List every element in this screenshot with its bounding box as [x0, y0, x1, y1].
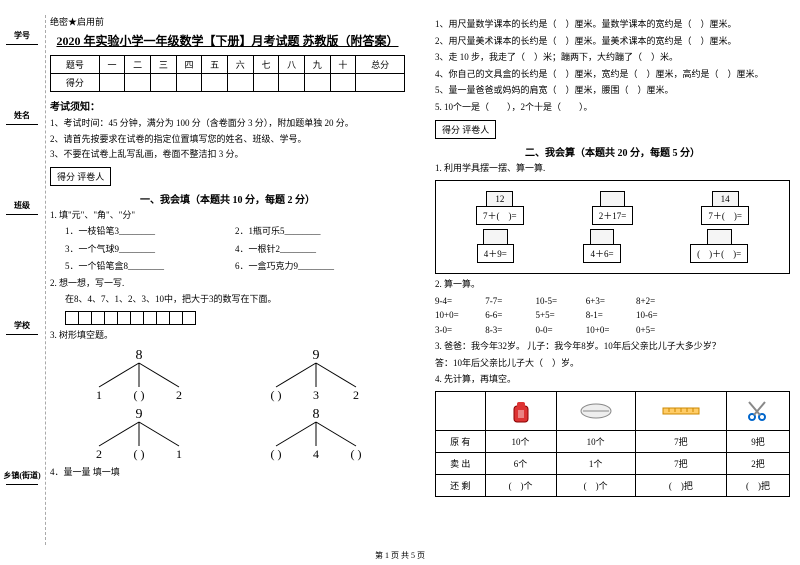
label-town: 乡镇(街道)	[2, 470, 42, 487]
tree-diagram: 8 ( ) 4 ( )	[256, 406, 376, 461]
svg-text:2: 2	[353, 388, 359, 402]
notice-head: 考试须知：	[50, 98, 405, 113]
svg-text:( ): ( )	[133, 388, 144, 402]
tree-diagram: 8 1 ( ) 2	[79, 347, 199, 402]
tree-row-2: 9 2 ( ) 1 8 ( ) 4 ( )	[50, 404, 405, 463]
measure-4: 4、你自己的文具盒的长约是（ ）厘米，宽约是（ ）厘米，高约是（ ）厘米。	[435, 68, 790, 82]
tree-diagram: 9 2 ( ) 1	[79, 406, 199, 461]
s2-q3-answer: 答：10年后父亲比儿子大（ ）岁。	[435, 357, 790, 371]
equation-grid: 9-4= 7-7= 10-5= 6+3= 8+2= 10+0= 6-6= 5+5…	[435, 294, 790, 337]
measure-5: 5、量一量爸爸或妈妈的肩宽（ ）厘米，腰围（ ）厘米。	[435, 84, 790, 98]
ruler-icon	[635, 391, 726, 430]
backpack-icon	[485, 391, 556, 430]
svg-text:8: 8	[135, 348, 142, 363]
calc-group: 14 7＋( )=	[701, 191, 749, 225]
table-row: 题号 一 二 三 四 五 六 七 八 九 十 总分	[51, 56, 405, 74]
grade-box: 得分 评卷人	[435, 120, 496, 139]
table-row: 还 剩 ( )个 ( )个 ( )把 ( )把	[436, 474, 790, 496]
q5: 5. 10个一是（ ），2个十是（ ）。	[435, 101, 790, 115]
score-table: 题号 一 二 三 四 五 六 七 八 九 十 总分 得分	[50, 55, 405, 92]
pencilcase-icon	[556, 391, 635, 430]
svg-text:1: 1	[96, 388, 102, 402]
notice-item: 1、考试时间：45 分钟，满分为 100 分（含卷面分 3 分），附加题单独 2…	[50, 117, 405, 130]
calc-group: ( )＋( )=	[690, 229, 748, 263]
label-school: 学校	[2, 320, 42, 337]
s2-q4: 4. 先计算，再填空。	[435, 373, 790, 387]
page-footer: 第 1 页 共 5 页	[0, 550, 800, 561]
s2-q1: 1. 利用学具摆一摆、算一算.	[435, 162, 790, 176]
q4: 4．量一量 填一填	[50, 466, 405, 480]
binding-margin: 学号 姓名 班级 学校 乡镇(街道)	[0, 0, 45, 560]
notice-item: 3、不要在试卷上乱写乱画，卷面不整洁扣 3 分。	[50, 148, 405, 161]
measure-2: 2、用尺量美术课本的长约是（ ）厘米。量美术课本的宽约是（ ）厘米。	[435, 35, 790, 49]
calc-group: 12 7＋( )=	[476, 191, 524, 225]
label-student-id: 学号	[2, 30, 42, 47]
measure-3: 3、走 10 步，我走了（ ）米；蹦两下，大约蹦了（ ）米。	[435, 51, 790, 65]
svg-text:( ): ( )	[271, 388, 282, 402]
measure-1: 1、用尺量数学课本的长约是（ ）厘米。量数学课本的宽约是（ ）厘米。	[435, 18, 790, 32]
confidential-mark: 绝密★启用前	[50, 15, 405, 28]
section-2-title: 二、我会算（本题共 20 分，每题 5 分）	[435, 144, 790, 159]
label-class: 班级	[2, 200, 42, 217]
table-row: 卖 出 6个 1个 7把 2把	[436, 452, 790, 474]
tree-diagram: 9 ( ) 3 2	[256, 347, 376, 402]
svg-text:( ): ( )	[133, 447, 144, 461]
q2-line: 在8、4、7、1、2、3、10中，把大于3的数写在下面。	[50, 293, 405, 307]
table-row	[436, 391, 790, 430]
svg-text:( ): ( )	[351, 447, 362, 461]
svg-text:( ): ( )	[271, 447, 282, 461]
calc-group: 4＋9=	[477, 229, 514, 263]
notice-item: 2、请首先按要求在试卷的指定位置填写您的姓名、班级、学号。	[50, 133, 405, 146]
answer-boxes	[65, 311, 405, 325]
tree-row-1: 8 1 ( ) 2 9 ( ) 3 2	[50, 345, 405, 404]
q1-items: 1．一枝铅笔3________ 2．1瓶可乐5________ 3．一个气球9_…	[50, 225, 405, 274]
svg-text:9: 9	[313, 348, 320, 363]
left-column: 绝密★启用前 2020 年实验小学一年级数学【下册】月考试题 苏教版（附答案） …	[10, 15, 405, 497]
calc-box: 12 7＋( )= 2＋17= 14 7＋( )= 4＋9=	[435, 180, 790, 274]
right-column: 1、用尺量数学课本的长约是（ ）厘米。量数学课本的宽约是（ ）厘米。 2、用尺量…	[425, 15, 790, 497]
svg-text:2: 2	[176, 388, 182, 402]
s2-q3: 3. 爸爸：我今年32岁。 儿子：我今年8岁。10年后父亲比儿子大多少岁？	[435, 340, 790, 354]
q1: 1. 填"元"、"角"、"分"	[50, 209, 405, 223]
fold-line	[45, 15, 46, 545]
table-row: 得分	[51, 74, 405, 92]
q2: 2. 想一想，写一写.	[50, 277, 405, 291]
svg-text:4: 4	[313, 447, 319, 461]
svg-text:9: 9	[135, 407, 142, 422]
section-1-title: 一、我会填（本题共 10 分，每题 2 分）	[50, 191, 405, 206]
exam-title: 2020 年实验小学一年级数学【下册】月考试题 苏教版（附答案）	[50, 32, 405, 49]
table-row: 原 有 10个 10个 7把 9把	[436, 430, 790, 452]
svg-text:2: 2	[96, 447, 102, 461]
q3: 3. 树形填空题。	[50, 329, 405, 343]
s2-q2: 2. 算一算。	[435, 278, 790, 292]
svg-text:1: 1	[176, 447, 182, 461]
calc-group: 2＋17=	[592, 191, 634, 225]
svg-text:3: 3	[313, 388, 319, 402]
item-table: 原 有 10个 10个 7把 9把 卖 出 6个 1个 7把 2把 还 剩 ( …	[435, 391, 790, 497]
grade-box: 得分 评卷人	[50, 167, 111, 186]
scissors-icon	[727, 391, 790, 430]
exam-page: 绝密★启用前 2020 年实验小学一年级数学【下册】月考试题 苏教版（附答案） …	[0, 0, 800, 502]
calc-group: 4＋6=	[583, 229, 620, 263]
label-name: 姓名	[2, 110, 42, 127]
svg-text:8: 8	[313, 407, 320, 422]
